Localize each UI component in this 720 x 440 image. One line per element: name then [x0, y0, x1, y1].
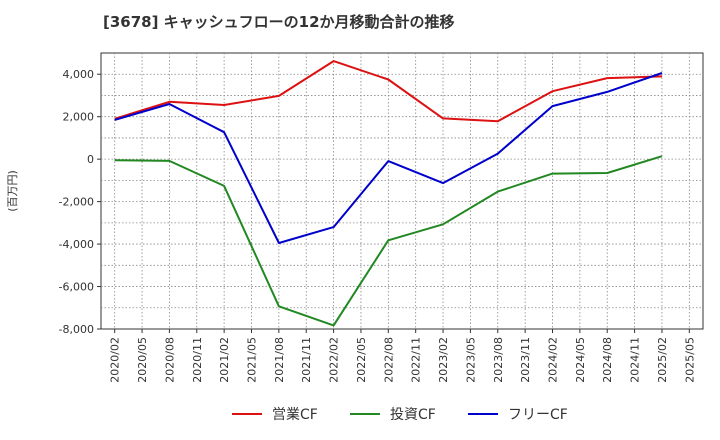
y-tick-label: -8,000	[59, 323, 94, 336]
y-tick-label: -6,000	[59, 281, 94, 294]
x-tick-label: 2020/05	[136, 337, 149, 383]
x-tick-label: 2023/02	[437, 337, 450, 383]
x-tick-label: 2022/08	[382, 337, 395, 383]
series-line-2	[114, 155, 663, 327]
grid-lines	[101, 53, 703, 329]
series-lines	[114, 60, 663, 327]
plot-frame	[100, 52, 704, 330]
legend-label-3: フリーCF	[508, 407, 568, 423]
x-tick-label: 2022/05	[355, 337, 368, 383]
legend-label-2: 投資CF	[390, 407, 436, 423]
x-tick-label: 2024/11	[629, 337, 642, 383]
y-tick-label: 2,000	[63, 111, 95, 124]
x-tick-label: 2025/05	[683, 337, 696, 383]
y-tick-label: -2,000	[59, 196, 94, 209]
x-tick-label: 2021/05	[246, 337, 259, 383]
x-tick-label: 2023/08	[492, 337, 505, 383]
x-tick-label: 2021/08	[273, 337, 286, 383]
x-tick-label: 2021/02	[218, 337, 231, 383]
legend-label-1: 営業CF	[272, 407, 318, 423]
series-line-3	[114, 72, 663, 244]
x-tick-label: 2020/11	[191, 337, 204, 383]
legend: 営業CF 投資CF フリーCF	[232, 407, 568, 423]
y-axis-ticks: -8,000 -6,000 -4,000 -2,000 0 2,000 4,000	[59, 68, 101, 336]
chart-title: [3678] キャッシュフローの12か月移動合計の推移	[103, 13, 455, 31]
y-axis-label: (百万円)	[6, 170, 19, 212]
x-axis-ticks: 2020/02 2020/05 2020/08 2020/11 2021/02 2021/…	[109, 329, 696, 383]
y-tick-label: 4,000	[63, 68, 95, 81]
y-tick-label: 0	[87, 153, 94, 166]
x-tick-label: 2020/02	[109, 337, 122, 383]
y-tick-label: -4,000	[59, 238, 94, 251]
x-tick-label: 2024/05	[574, 337, 587, 383]
x-tick-label: 2024/08	[601, 337, 614, 383]
x-tick-label: 2023/11	[519, 337, 532, 383]
x-tick-label: 2022/11	[410, 337, 423, 383]
x-tick-label: 2021/11	[300, 337, 313, 383]
x-tick-label: 2022/02	[328, 337, 341, 383]
x-tick-label: 2024/02	[547, 337, 560, 383]
x-tick-label: 2025/02	[656, 337, 669, 383]
series-line-1	[114, 60, 663, 123]
plot-area	[100, 52, 704, 330]
y-axis-label-group: (百万円)	[6, 170, 19, 212]
x-tick-label: 2023/05	[464, 337, 477, 383]
x-tick-label: 2020/08	[163, 337, 176, 383]
